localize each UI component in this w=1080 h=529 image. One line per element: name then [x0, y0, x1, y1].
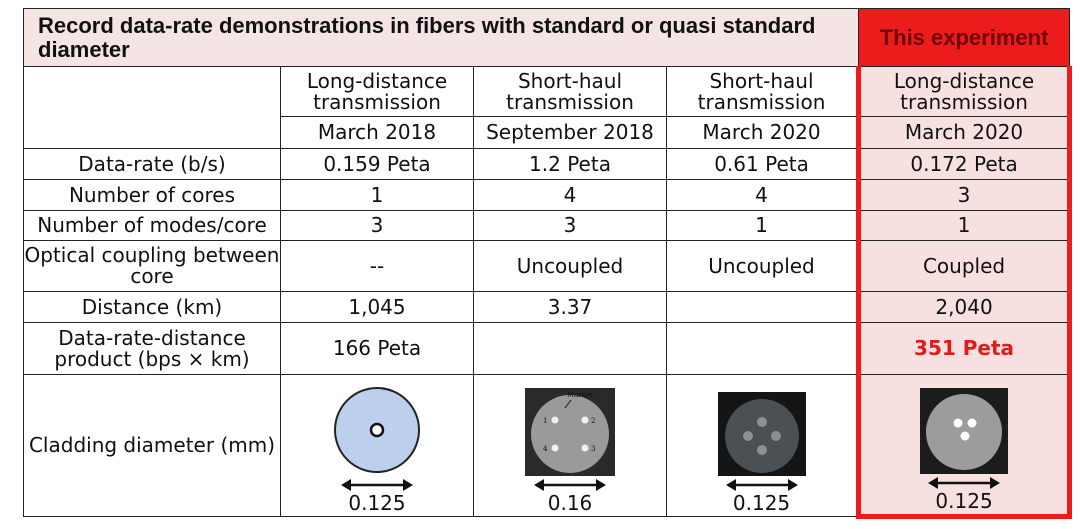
cell-data-rate-2: 1.2 Peta — [473, 148, 667, 180]
row-label-distance: Distance (km) — [23, 291, 281, 323]
double-arrow-icon — [341, 479, 413, 491]
col-type-3: Short-haul transmission — [665, 66, 860, 117]
cell-modes-3: 1 — [665, 210, 860, 241]
core-number-3: 3 — [591, 445, 595, 453]
cell-distance-3 — [665, 291, 860, 323]
cell-cladding-1: 0.125 — [280, 374, 474, 517]
col-date-2: September 2018 — [473, 116, 667, 149]
cell-coupling-2: Uncoupled — [473, 240, 667, 292]
cladding-diameter-1: 0.125 — [348, 491, 406, 515]
cell-product-4: 351 Peta — [856, 322, 1073, 375]
cell-product-3 — [665, 322, 860, 375]
cell-coupling-4: Coupled — [856, 240, 1073, 292]
cell-cladding-4: 0.125 — [856, 374, 1073, 519]
cladding-diameter-3: 0.125 — [732, 491, 791, 515]
cell-product-1: 166 Peta — [280, 322, 474, 375]
cell-distance-2: 3.37 — [473, 291, 667, 323]
col-type-1: Long-distance transmission — [280, 66, 474, 117]
row-label-coupling: Optical coupling between core — [23, 240, 281, 292]
cell-coupling-1: -- — [280, 240, 474, 292]
single-core-fiber-icon — [334, 387, 420, 473]
col-type-2: Short-haul transmission — [473, 66, 667, 117]
four-core-fiber-photo: Marker 1 2 3 4 — [525, 388, 615, 476]
double-arrow-icon — [928, 477, 1001, 489]
col-type-4: Long-distance transmission — [856, 66, 1073, 117]
col-date-4: March 2020 — [856, 116, 1073, 149]
core-number-2: 2 — [591, 417, 595, 425]
row-label-product: Data-rate-distance product (bps × km) — [23, 322, 281, 375]
cell-modes-1: 3 — [280, 210, 474, 241]
core-number-1: 1 — [543, 417, 547, 425]
marker-label: Marker — [567, 391, 594, 399]
double-arrow-icon — [534, 479, 606, 491]
cell-data-rate-3: 0.61 Peta — [665, 148, 860, 180]
cell-data-rate-1: 0.159 Peta — [280, 148, 474, 180]
row-label-cores: Number of cores — [23, 179, 281, 211]
col-date-3: March 2020 — [665, 116, 860, 149]
core-number-4: 4 — [543, 445, 548, 453]
cell-data-rate-4: 0.172 Peta — [856, 148, 1073, 180]
double-arrow-icon — [725, 479, 798, 491]
cladding-diameter-2: 0.16 — [547, 491, 593, 515]
cell-modes-2: 3 — [473, 210, 667, 241]
cell-cores-4: 3 — [856, 179, 1073, 211]
col-date-1: March 2018 — [280, 116, 474, 149]
cell-cladding-3: 0.125 — [665, 374, 860, 517]
cladding-diameter-4: 0.125 — [935, 489, 993, 513]
row-label-cladding: Cladding diameter (mm) — [23, 374, 281, 517]
cell-modes-4: 1 — [856, 210, 1073, 241]
cell-cores-1: 1 — [280, 179, 474, 211]
cell-cores-3: 4 — [665, 179, 860, 211]
table-title: Record data-rate demonstrations in fiber… — [22, 8, 860, 67]
comparison-table: Record data-rate demonstrations in fiber… — [22, 8, 1073, 519]
cell-distance-4: 2,040 — [856, 291, 1073, 323]
corner-empty-cell — [23, 66, 281, 149]
three-core-fiber-photo — [920, 388, 1009, 474]
four-core-dark-fiber-photo — [717, 392, 806, 476]
cell-distance-1: 1,045 — [280, 291, 474, 323]
cell-cladding-2: Marker 1 2 3 4 0.16 — [473, 374, 667, 517]
cell-cores-2: 4 — [473, 179, 667, 211]
this-experiment-header: This experiment — [858, 8, 1071, 67]
cell-product-2 — [473, 322, 667, 375]
cell-coupling-3: Uncoupled — [665, 240, 860, 292]
row-label-data-rate: Data-rate (b/s) — [23, 148, 281, 180]
row-label-modes: Number of modes/core — [23, 210, 281, 241]
